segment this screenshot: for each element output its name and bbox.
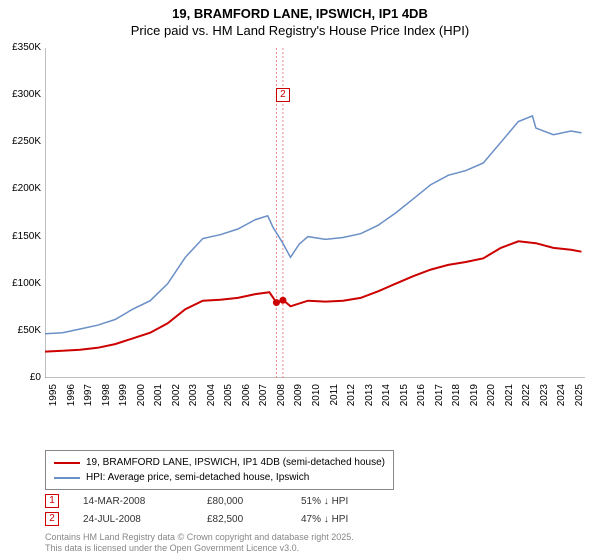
x-axis-label: 2014	[381, 384, 392, 414]
x-axis-label: 2012	[346, 384, 357, 414]
x-axis-label: 1999	[118, 384, 129, 414]
y-axis-label: £350K	[1, 42, 41, 53]
x-axis-label: 2010	[311, 384, 322, 414]
title-line-2: Price paid vs. HM Land Registry's House …	[0, 23, 600, 40]
x-axis-label: 1996	[66, 384, 77, 414]
x-axis-label: 2011	[329, 384, 340, 414]
plot-svg	[45, 48, 585, 378]
event-pct: 47% ↓ HPI	[301, 514, 391, 525]
event-marker-icon: 1	[45, 494, 59, 508]
line-chart: £0£50K£100K£150K£200K£250K£300K£350K 199…	[45, 48, 585, 408]
event-marker-icon: 2	[45, 512, 59, 526]
event-table: 1 14-MAR-2008 £80,000 51% ↓ HPI 2 24-JUL…	[45, 494, 391, 530]
x-axis-label: 2007	[258, 384, 269, 414]
x-axis-label: 2024	[556, 384, 567, 414]
x-axis-label: 2021	[504, 384, 515, 414]
x-axis-label: 2000	[136, 384, 147, 414]
x-axis-label: 2023	[539, 384, 550, 414]
x-axis-label: 2015	[399, 384, 410, 414]
x-axis-label: 2003	[188, 384, 199, 414]
legend-swatch	[54, 477, 80, 479]
x-axis-label: 2025	[574, 384, 585, 414]
x-axis-label: 2009	[293, 384, 304, 414]
event-row: 2 24-JUL-2008 £82,500 47% ↓ HPI	[45, 512, 391, 526]
y-axis-label: £150K	[1, 231, 41, 242]
x-axis-label: 2020	[486, 384, 497, 414]
y-axis-label: £250K	[1, 136, 41, 147]
x-axis-label: 2019	[469, 384, 480, 414]
x-axis-label: 2008	[276, 384, 287, 414]
event-price: £82,500	[207, 514, 277, 525]
legend: 19, BRAMFORD LANE, IPSWICH, IP1 4DB (sem…	[45, 450, 394, 490]
event-price: £80,000	[207, 496, 277, 507]
y-axis-label: £50K	[1, 325, 41, 336]
y-axis-label: £100K	[1, 278, 41, 289]
event-row: 1 14-MAR-2008 £80,000 51% ↓ HPI	[45, 494, 391, 508]
y-axis-label: £0	[1, 372, 41, 383]
chart-marker-icon: 2	[276, 88, 290, 102]
legend-label: HPI: Average price, semi-detached house,…	[86, 470, 309, 485]
x-axis-label: 2004	[206, 384, 217, 414]
y-axis-label: £300K	[1, 89, 41, 100]
footer-attribution: Contains HM Land Registry data © Crown c…	[45, 532, 354, 554]
footer-line-2: This data is licensed under the Open Gov…	[45, 543, 354, 554]
legend-item-hpi: HPI: Average price, semi-detached house,…	[54, 470, 385, 485]
y-axis-label: £200K	[1, 183, 41, 194]
x-axis-label: 2001	[153, 384, 164, 414]
event-date: 14-MAR-2008	[83, 496, 183, 507]
x-axis-label: 1997	[83, 384, 94, 414]
x-axis-label: 2022	[521, 384, 532, 414]
legend-swatch	[54, 462, 80, 464]
x-axis-label: 1998	[101, 384, 112, 414]
legend-item-price-paid: 19, BRAMFORD LANE, IPSWICH, IP1 4DB (sem…	[54, 455, 385, 470]
x-axis-label: 2002	[171, 384, 182, 414]
event-date: 24-JUL-2008	[83, 514, 183, 525]
chart-title: 19, BRAMFORD LANE, IPSWICH, IP1 4DB Pric…	[0, 0, 600, 40]
x-axis-label: 2016	[416, 384, 427, 414]
title-line-1: 19, BRAMFORD LANE, IPSWICH, IP1 4DB	[0, 6, 600, 23]
x-axis-label: 2013	[364, 384, 375, 414]
event-pct: 51% ↓ HPI	[301, 496, 391, 507]
x-axis-label: 2018	[451, 384, 462, 414]
legend-label: 19, BRAMFORD LANE, IPSWICH, IP1 4DB (sem…	[86, 455, 385, 470]
x-axis-label: 2005	[223, 384, 234, 414]
x-axis-label: 2017	[434, 384, 445, 414]
footer-line-1: Contains HM Land Registry data © Crown c…	[45, 532, 354, 543]
x-axis-label: 2006	[241, 384, 252, 414]
x-axis-label: 1995	[48, 384, 59, 414]
